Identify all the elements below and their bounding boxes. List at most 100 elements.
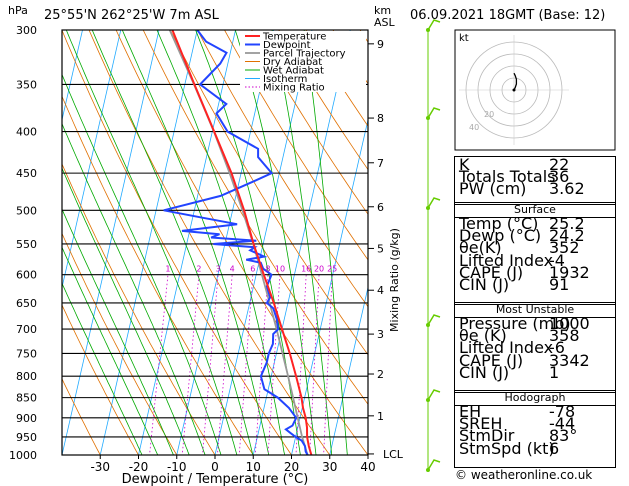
km-tick-label: 3 xyxy=(377,328,384,341)
mixing-ratio-line xyxy=(149,274,169,455)
mixing-ratio-label: 10 xyxy=(275,265,285,274)
surface-row: CIN (J) 91 xyxy=(459,274,570,294)
mixing-ratio-label: 25 xyxy=(327,265,337,274)
wet-adiabat-line xyxy=(62,73,222,455)
isotherm-line xyxy=(291,118,368,455)
wet-adiabat-line xyxy=(62,122,206,455)
mixing-ratio-line xyxy=(217,274,233,455)
legend-box xyxy=(240,31,366,92)
surface-table: Surface Temp (°C) 25.2 Dewp (°C) 24.2 θe(K… xyxy=(454,202,616,305)
km-tick-label: LCL xyxy=(383,448,404,461)
hodograph-table: Hodograph EH -78 SREH -44 StmDir 83° StmSpd… xyxy=(454,390,616,468)
wet-adiabat-line xyxy=(62,282,143,455)
km-tick-label: 2 xyxy=(377,368,384,381)
wind-barb xyxy=(427,459,441,471)
indices-row: PW (cm) 3.62 xyxy=(459,179,585,199)
mixing-ratio-line xyxy=(202,274,219,455)
legend-entry: Temperature xyxy=(262,32,326,43)
hodograph-table-row: EH -78 xyxy=(459,402,576,421)
mixing-ratio-label: 8 xyxy=(265,265,270,274)
legend-entry: Isotherm xyxy=(263,74,307,85)
pressure-tick-label: 1000 xyxy=(9,449,37,462)
hodograph-ring-label: 20 xyxy=(484,110,494,119)
wet-adiabat-line xyxy=(234,30,317,455)
surface-row: Temp (°C) 25.2 xyxy=(459,214,585,233)
hodograph-table-row: StmSpd (kt) 6 xyxy=(459,438,560,458)
dry-adiabat-line xyxy=(62,377,101,455)
km-tick-label: 8 xyxy=(377,112,384,125)
mixing-ratio-line xyxy=(309,274,320,455)
isotherm-line xyxy=(62,30,160,455)
indices-table: K 22 Totals Totals 36 PW (cm) 3.62 xyxy=(454,156,616,205)
wind-barb-dot xyxy=(426,468,430,472)
mixing-ratio-label: 1 xyxy=(165,265,170,274)
mixing-ratio-label: 16 xyxy=(301,265,311,274)
wind-barb-dot xyxy=(426,206,430,210)
km-tick-label: 4 xyxy=(377,284,384,297)
km-tick-label: 9 xyxy=(377,38,384,51)
wet-adiabat-line xyxy=(62,167,190,455)
legend-entry: Parcel Trajectory xyxy=(263,49,346,60)
km-tick-label: 7 xyxy=(377,157,384,170)
hodograph: kt 20 40 xyxy=(454,29,616,151)
x-tick-label: 10 xyxy=(246,460,261,474)
mixing-ratio-line xyxy=(295,274,307,455)
isotherm-line xyxy=(62,30,122,290)
datetime-label: 06.09.2021 18GMT (Base: 12) xyxy=(410,8,606,23)
pressure-tick-label: 600 xyxy=(16,269,37,282)
mixing-ratio-line xyxy=(181,274,200,455)
mixing-ratio-label: 6 xyxy=(250,265,255,274)
surface-row: θe(K) 352 xyxy=(459,238,580,258)
dry-adiabat-line xyxy=(169,30,368,356)
most-unstable-table: Most Unstable Pressure (mb) 1000 θe (K) 35… xyxy=(454,302,616,393)
hodograph-unit-label: kt xyxy=(459,33,469,44)
mixing-ratio-line xyxy=(238,274,254,455)
pressure-axis-label: hPa xyxy=(8,4,28,17)
pressure-tick-label: 550 xyxy=(16,238,37,251)
wet-adiabat-line xyxy=(91,30,254,455)
wet-adiabat-line xyxy=(121,30,270,455)
mixing-ratio-label: 20 xyxy=(314,265,324,274)
wind-barb xyxy=(427,19,441,31)
dry-adiabat-line xyxy=(115,30,368,455)
most-unstable-row: θe (K) 358 xyxy=(459,326,580,346)
dry-adiabat-line xyxy=(278,30,368,171)
km-axis-label: km xyxy=(374,4,391,17)
wet-adiabat-line xyxy=(65,30,238,455)
pressure-tick-label: 900 xyxy=(16,412,37,425)
indices-row: K 22 xyxy=(459,155,570,174)
x-axis-label: Dewpoint / Temperature (°C) xyxy=(122,472,309,486)
km-axis-label: ASL xyxy=(374,16,396,29)
isotherm-line xyxy=(0,6,12,473)
hodograph-trace xyxy=(513,72,518,91)
hodograph-origin xyxy=(512,88,516,92)
dry-adiabat-line xyxy=(62,163,216,455)
legend-entry: Dry Adiabat xyxy=(263,57,322,68)
x-tick-label: -20 xyxy=(129,460,149,474)
wet-adiabat-line xyxy=(62,246,159,455)
isotherm-line xyxy=(62,30,83,122)
hodograph-table-row: StmDir 83° xyxy=(459,426,578,446)
x-tick-label: 20 xyxy=(284,460,299,474)
wind-barb xyxy=(427,107,441,119)
most-unstable-title: Most Unstable xyxy=(455,303,615,318)
most-unstable-row: Pressure (mb) 1000 xyxy=(459,314,590,333)
legend-entry: Mixing Ratio xyxy=(263,83,325,94)
hodograph-ring-label: 40 xyxy=(469,123,479,132)
surface-row: Dewp (°C) 24.2 xyxy=(459,226,585,246)
wind-barbs xyxy=(426,19,441,472)
mixing-ratio-line xyxy=(323,274,333,455)
skewt-background-lines xyxy=(0,6,368,473)
pressure-tick-label: 500 xyxy=(16,204,37,217)
wet-adiabat-line xyxy=(271,30,333,455)
mixing-ratio-label: 2 xyxy=(196,265,201,274)
station-label: 25°55'N 262°25'W 7m ASL xyxy=(44,8,219,23)
wind-barb-dot xyxy=(426,28,430,32)
wind-barb xyxy=(427,314,441,326)
hodograph-table-title: Hodograph xyxy=(455,391,615,406)
isotherm-line xyxy=(329,285,368,455)
wind-barb xyxy=(427,389,441,401)
km-tick-label: 1 xyxy=(377,410,384,423)
x-tick-label: -10 xyxy=(167,460,187,474)
mixing-ratio-label: 3 xyxy=(216,265,221,274)
